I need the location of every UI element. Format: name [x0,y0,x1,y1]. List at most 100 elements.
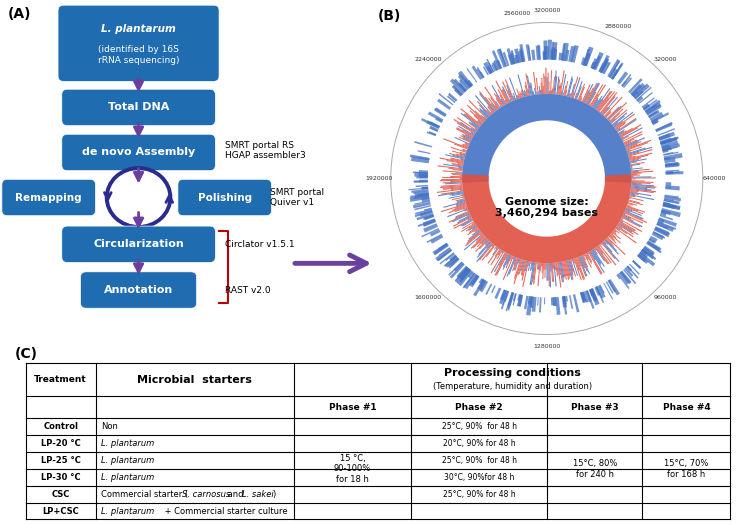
Polygon shape [625,209,642,216]
Text: L. plantarum: L. plantarum [101,439,155,448]
Polygon shape [598,245,600,247]
Text: de novo Assembly: de novo Assembly [82,148,195,158]
Polygon shape [518,75,524,97]
Polygon shape [499,253,506,266]
Polygon shape [508,54,515,65]
Polygon shape [596,285,606,299]
Polygon shape [449,94,457,101]
Polygon shape [594,99,601,109]
Polygon shape [434,108,446,116]
Polygon shape [476,67,485,78]
Polygon shape [413,202,431,208]
Polygon shape [483,61,493,75]
Polygon shape [589,251,602,274]
Polygon shape [434,244,448,254]
Polygon shape [533,262,537,285]
Polygon shape [528,46,531,61]
Polygon shape [607,237,625,255]
Polygon shape [454,218,473,229]
Text: 15°C, 80%
for 240 h: 15°C, 80% for 240 h [572,459,617,479]
Polygon shape [473,279,485,297]
Polygon shape [467,214,470,217]
Polygon shape [486,66,493,74]
Polygon shape [460,190,463,191]
Polygon shape [625,211,643,219]
Polygon shape [607,59,620,77]
Polygon shape [479,239,488,249]
Polygon shape [619,271,630,285]
Polygon shape [475,239,488,252]
Polygon shape [601,96,616,114]
Polygon shape [600,60,610,74]
Polygon shape [595,88,610,109]
Polygon shape [591,58,597,69]
Polygon shape [628,202,637,206]
Polygon shape [479,71,485,78]
Polygon shape [666,170,679,172]
Polygon shape [414,172,428,177]
Polygon shape [461,183,462,184]
Polygon shape [593,248,598,255]
Polygon shape [494,249,500,257]
Polygon shape [452,205,467,211]
Polygon shape [623,78,632,88]
Polygon shape [631,186,655,188]
Polygon shape [437,249,452,261]
Polygon shape [616,128,620,131]
Text: S. carnosus: S. carnosus [182,490,231,499]
Polygon shape [497,250,503,259]
Polygon shape [611,64,623,80]
Polygon shape [528,261,530,266]
Polygon shape [583,255,585,256]
Text: SMRT portal RS
HGAP assembler3: SMRT portal RS HGAP assembler3 [225,141,306,161]
Polygon shape [483,66,489,75]
Polygon shape [626,266,632,271]
Polygon shape [563,55,565,61]
Polygon shape [560,262,564,282]
Polygon shape [554,49,557,60]
Polygon shape [503,255,511,270]
Polygon shape [606,238,614,247]
Polygon shape [492,247,498,255]
Text: 30°C, 90%for 48 h: 30°C, 90%for 48 h [444,473,515,482]
Polygon shape [521,90,524,97]
Polygon shape [665,185,680,191]
Polygon shape [544,263,545,270]
Polygon shape [582,255,588,267]
Polygon shape [630,193,639,195]
Polygon shape [575,81,583,99]
Polygon shape [658,218,664,224]
Polygon shape [554,76,557,94]
Polygon shape [578,257,587,276]
Polygon shape [445,154,464,160]
Polygon shape [621,136,624,139]
Polygon shape [527,296,530,304]
Polygon shape [566,95,567,96]
Polygon shape [567,260,572,280]
Polygon shape [547,263,548,281]
Polygon shape [613,231,616,235]
Polygon shape [443,138,468,149]
Polygon shape [626,142,648,151]
Polygon shape [431,235,443,244]
Polygon shape [619,128,633,136]
Polygon shape [569,260,574,272]
Polygon shape [451,188,463,190]
Polygon shape [632,91,638,97]
Polygon shape [491,286,496,293]
Polygon shape [488,248,499,264]
Polygon shape [592,249,605,267]
Text: 2560000: 2560000 [504,10,531,16]
Polygon shape [651,112,669,123]
Polygon shape [540,90,542,94]
Polygon shape [445,256,458,268]
Polygon shape [460,84,467,91]
Polygon shape [619,131,624,134]
Polygon shape [468,224,476,229]
Polygon shape [531,262,533,269]
Polygon shape [562,296,567,314]
Polygon shape [424,207,431,211]
Polygon shape [649,236,658,243]
Polygon shape [524,85,528,96]
Polygon shape [440,158,464,163]
